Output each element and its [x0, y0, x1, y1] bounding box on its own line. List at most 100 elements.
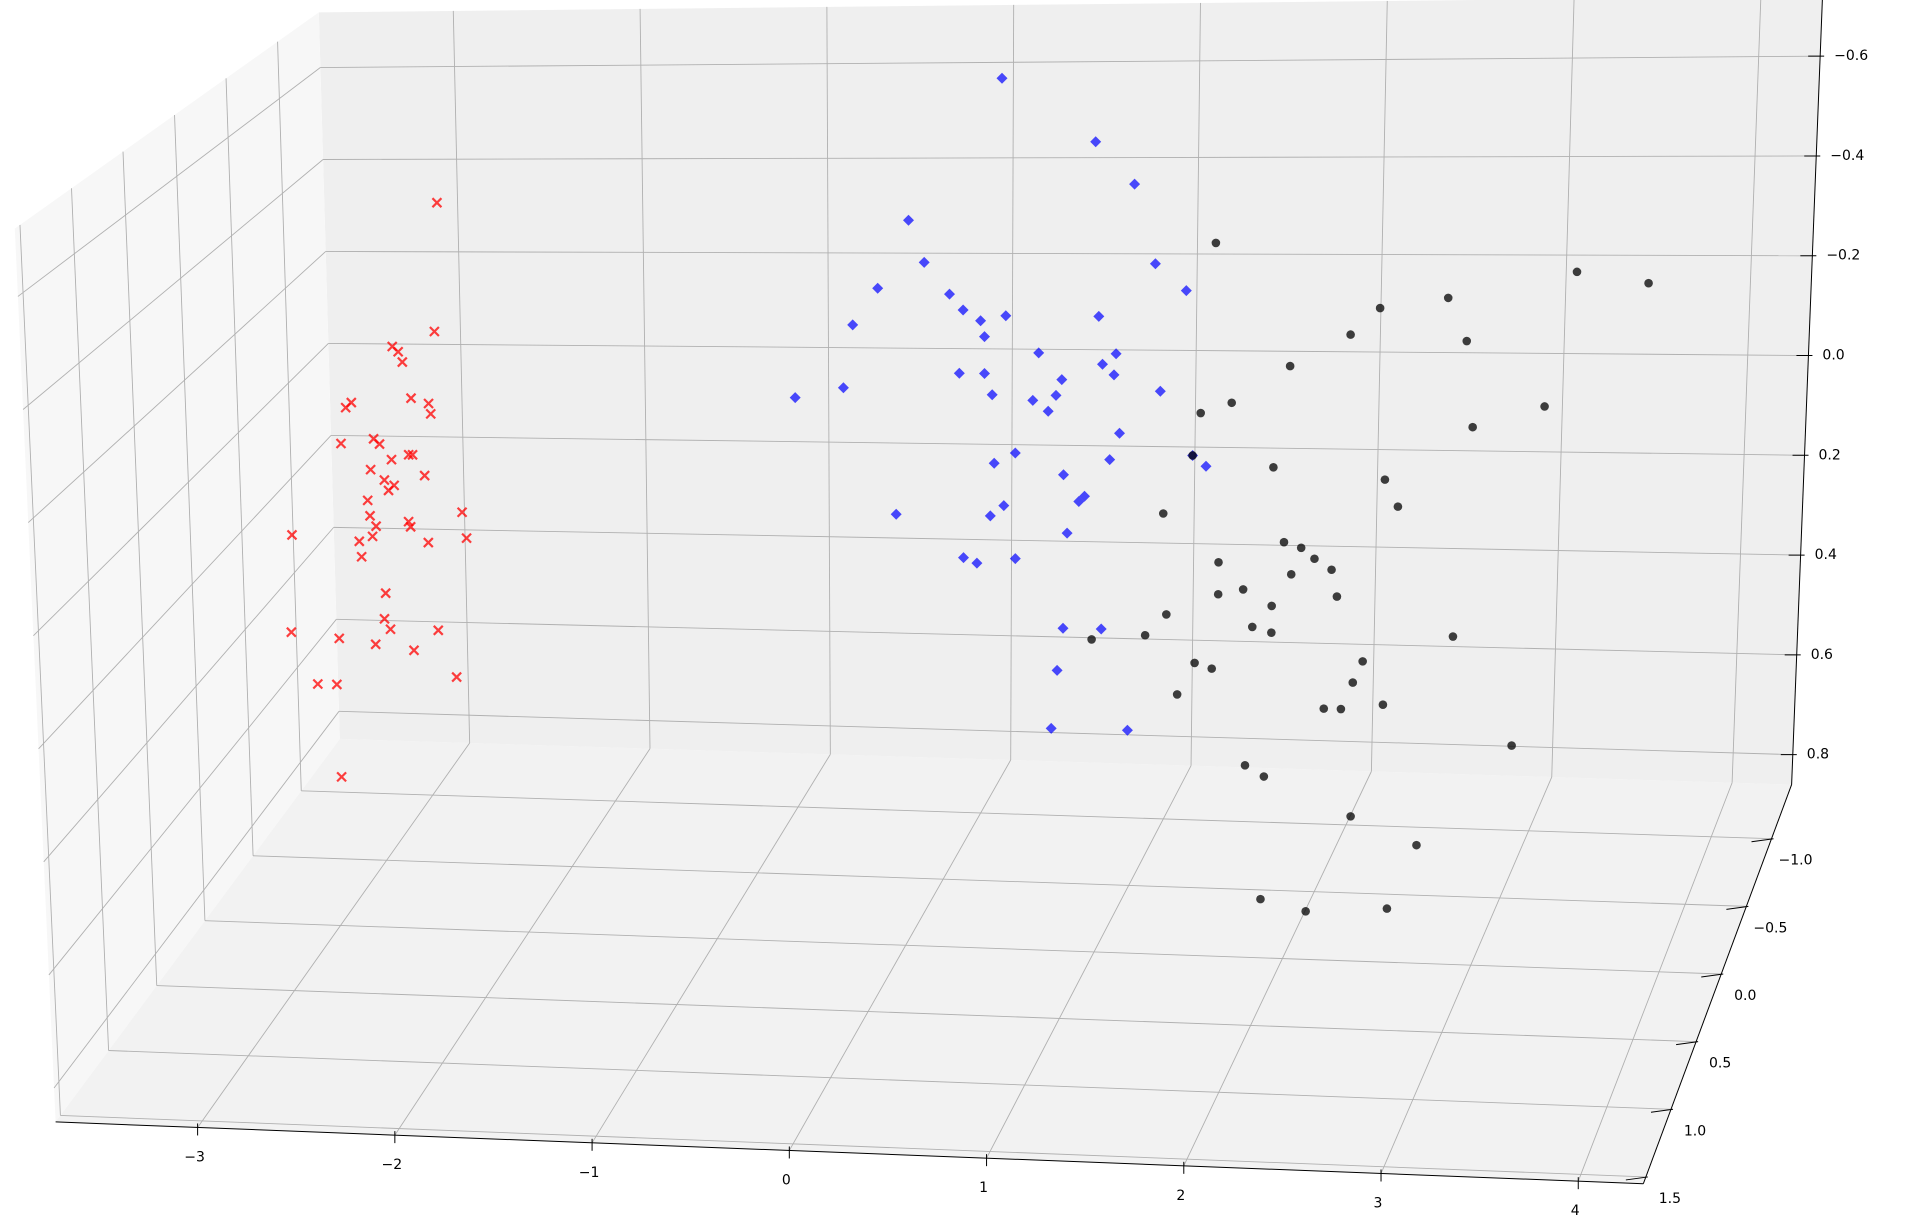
point — [385, 623, 396, 635]
point — [971, 557, 983, 569]
point — [1310, 554, 1319, 564]
point — [1213, 589, 1223, 599]
point — [1214, 558, 1223, 567]
point — [364, 510, 376, 522]
grid-line — [17, 67, 321, 297]
point — [1346, 330, 1355, 339]
grid-line — [1380, 776, 1553, 1174]
point — [1061, 527, 1073, 539]
z-tick-label: 0.8 — [1807, 747, 1829, 763]
point — [958, 552, 969, 564]
z-tick-label: 0.4 — [1815, 547, 1837, 563]
point — [847, 319, 859, 331]
y-tick-label: 0.0 — [1734, 988, 1756, 1004]
point — [1121, 724, 1133, 736]
point — [1009, 553, 1021, 565]
point — [986, 389, 998, 401]
point — [1140, 630, 1150, 640]
point — [1188, 451, 1197, 460]
grid-line — [225, 78, 254, 856]
grid-line — [1731, 0, 1762, 783]
point — [1346, 812, 1355, 821]
grid-line — [108, 1050, 1672, 1110]
point — [380, 587, 391, 599]
point — [957, 304, 969, 316]
grid-line — [826, 6, 831, 755]
grid-line — [331, 434, 1805, 456]
point — [331, 679, 343, 690]
point — [362, 495, 373, 506]
point — [408, 645, 420, 656]
z-tick-label: −0.4 — [1830, 148, 1864, 164]
point — [988, 457, 1000, 469]
point — [456, 506, 468, 518]
point — [370, 639, 381, 650]
x-tick-label: 1 — [979, 1180, 988, 1196]
grid-line — [22, 159, 324, 410]
point — [1267, 601, 1276, 611]
point — [354, 536, 365, 547]
panes — [14, 0, 1823, 1184]
point — [1045, 722, 1057, 734]
point — [419, 470, 430, 481]
point — [1468, 422, 1477, 432]
point — [286, 529, 298, 541]
point — [1190, 658, 1199, 668]
grid-line — [325, 251, 1813, 257]
point — [1162, 610, 1171, 619]
x-tick-label: 4 — [1571, 1203, 1580, 1219]
point — [403, 449, 414, 461]
point — [1301, 906, 1310, 916]
point — [1240, 761, 1250, 770]
grid-line — [122, 151, 158, 986]
grid-line — [71, 188, 110, 1051]
point — [1227, 398, 1237, 408]
point — [1358, 657, 1367, 666]
point — [1090, 136, 1102, 148]
y-tick — [1676, 1041, 1699, 1046]
point — [370, 520, 382, 532]
point — [1172, 690, 1182, 699]
point — [1097, 358, 1108, 370]
point — [1104, 454, 1116, 466]
point — [383, 485, 394, 496]
grid-line — [19, 224, 61, 1116]
y-tick-label: 1.0 — [1684, 1123, 1706, 1139]
grid-line — [43, 527, 335, 863]
point — [1211, 238, 1221, 248]
y-tick-label: 0.5 — [1709, 1056, 1731, 1072]
point — [1348, 678, 1358, 687]
point — [1269, 462, 1278, 472]
point — [1110, 348, 1122, 360]
point — [405, 392, 417, 404]
point — [356, 551, 367, 563]
point — [1238, 585, 1248, 594]
point — [1540, 402, 1549, 411]
point — [998, 500, 1010, 512]
grid-line — [277, 41, 302, 791]
grid-line — [38, 435, 332, 750]
point — [1207, 664, 1217, 673]
point — [1380, 475, 1390, 484]
point — [392, 346, 404, 357]
y-tick-label: −0.5 — [1753, 920, 1787, 936]
grid-line — [53, 711, 340, 1089]
point — [1375, 303, 1385, 313]
y-tick — [1701, 973, 1724, 978]
point — [1285, 361, 1295, 371]
z-axis-line — [1791, 0, 1823, 785]
point — [1154, 385, 1166, 397]
y-tick — [1726, 905, 1749, 910]
point — [1393, 502, 1403, 511]
point — [367, 531, 378, 542]
grid-line — [323, 155, 1817, 160]
point — [1114, 427, 1125, 439]
x-tick-label: −3 — [184, 1149, 205, 1165]
point — [1462, 336, 1472, 346]
point — [1200, 460, 1212, 472]
back-pane — [318, 0, 1823, 785]
point — [1095, 623, 1107, 635]
grid-line — [328, 342, 1809, 356]
x-tick-label: 3 — [1374, 1195, 1383, 1211]
